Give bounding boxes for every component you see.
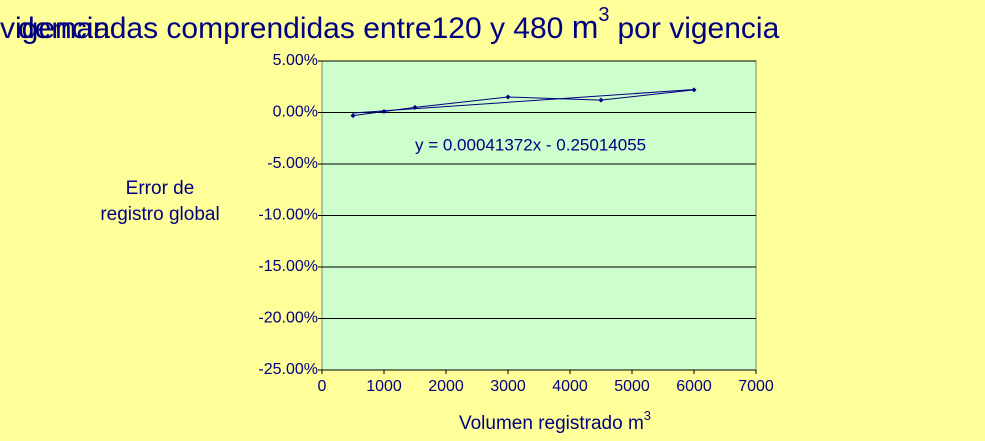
x-tick-label: 0 xyxy=(318,378,327,395)
chart-title: demandas comprendidas entre120 y 480 m3 p… xyxy=(18,4,780,45)
title-sup: 3 xyxy=(598,4,609,26)
x-axis-label: Volumen registrado m3 xyxy=(459,408,651,434)
title-unit: m xyxy=(572,9,599,45)
y-tick-label: -25.00% xyxy=(258,361,318,378)
y-tick-label: -5.00% xyxy=(267,155,318,172)
y-tick-label: -10.00% xyxy=(258,207,318,224)
title-overlap: vigencia xyxy=(0,12,110,45)
x-tick-label: 3000 xyxy=(490,378,526,395)
y-axis-label: Error de xyxy=(126,178,195,199)
title-suffix: por vigencia xyxy=(618,12,780,45)
x-tick-label: 7000 xyxy=(738,378,774,395)
trendline xyxy=(352,89,695,114)
data-point xyxy=(381,108,387,114)
series-line xyxy=(352,89,695,117)
data-point xyxy=(598,97,604,103)
y-tick-label: -20.00% xyxy=(258,310,318,327)
x-tick-label: 1000 xyxy=(366,378,402,395)
x-tick-label: 2000 xyxy=(428,378,464,395)
data-point xyxy=(691,87,697,93)
data-point xyxy=(412,104,418,110)
trendline-label: y = 0.00041372x - 0.25014055 xyxy=(415,135,646,154)
data-point xyxy=(505,94,511,100)
x-tick-label: 6000 xyxy=(676,378,712,395)
x-tick-label: 5000 xyxy=(614,378,650,395)
y-tick-label: 5.00% xyxy=(273,52,318,69)
y-axis-label: registro global xyxy=(100,204,219,225)
y-tick-label: -15.00% xyxy=(258,258,318,275)
x-tick-label: 4000 xyxy=(552,378,588,395)
x-label-text: Volumen registrado m xyxy=(459,413,644,434)
data-point xyxy=(350,113,356,119)
title-text: demandas comprendidas entre120 y 480 xyxy=(18,12,563,45)
x-label-sup: 3 xyxy=(644,408,651,423)
y-tick-label: 0.00% xyxy=(273,104,318,121)
